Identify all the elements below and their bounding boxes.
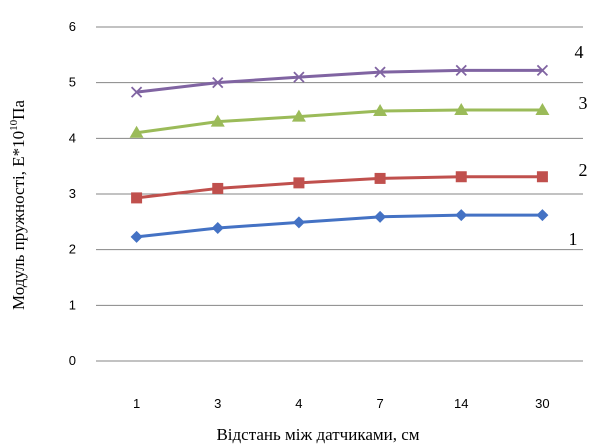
series-label-1: 1: [569, 229, 578, 249]
y-tick-label: 2: [69, 242, 76, 257]
data-point: [455, 64, 467, 77]
y-tick-label: 6: [69, 19, 76, 34]
data-point: [131, 192, 143, 204]
series-label-2: 2: [579, 160, 588, 180]
y-axis-title: Модуль пружності, E*1010Па: [8, 100, 28, 310]
y-tick-label: 4: [69, 130, 76, 145]
y-tick-label: 3: [69, 186, 76, 201]
data-point: [536, 171, 548, 183]
data-point: [455, 209, 468, 222]
data-point: [374, 210, 387, 223]
series-line-2: [136, 175, 543, 200]
data-point: [374, 66, 386, 78]
x-tick-label: 30: [535, 396, 549, 411]
data-point: [454, 102, 469, 115]
data-point: [292, 216, 305, 229]
series-label-3: 3: [579, 93, 588, 113]
x-tick-label: 4: [295, 396, 302, 411]
series-group: [129, 64, 550, 243]
data-point: [373, 104, 388, 117]
data-point: [455, 171, 467, 183]
series-line-3: [136, 108, 543, 135]
series-3: [129, 102, 550, 138]
data-point: [536, 209, 549, 222]
series-label-4: 4: [575, 42, 584, 62]
x-tick-labels: 1 3 4 7 14 30: [133, 396, 550, 411]
series-line-4: [136, 68, 543, 94]
y-tick-label: 0: [69, 353, 76, 368]
series-labels: 1 2 3 4: [569, 42, 588, 249]
data-point: [374, 172, 386, 184]
data-point: [291, 109, 306, 122]
x-tick-label: 3: [214, 396, 221, 411]
y-axis-title-unit: Па: [9, 100, 28, 120]
data-point: [129, 125, 144, 138]
x-axis-title: Відстань між датчиками, см: [216, 425, 419, 444]
data-point: [293, 177, 305, 189]
series-4: [130, 64, 549, 98]
data-point: [211, 221, 224, 234]
data-point: [535, 102, 550, 115]
x-tick-label: 1: [133, 396, 140, 411]
data-point: [210, 114, 225, 127]
series-2: [131, 171, 548, 204]
x-tick-label: 7: [376, 396, 383, 411]
y-tick-label: 1: [69, 297, 76, 312]
series-line-1: [136, 213, 543, 239]
data-point: [212, 182, 224, 194]
data-point: [130, 230, 143, 243]
data-point: [293, 71, 305, 83]
data-point: [536, 64, 549, 77]
y-tick-label: 5: [69, 75, 76, 90]
data-point: [130, 86, 143, 98]
y-axis-title-exponent: 10: [8, 119, 20, 131]
x-tick-label: 14: [454, 396, 468, 411]
data-point: [212, 77, 224, 89]
y-tick-labels: 0 1 2 3 4 5 6: [69, 19, 76, 368]
y-axis-title-main: Модуль пружності, E*10: [9, 131, 28, 310]
series-1: [130, 209, 549, 243]
